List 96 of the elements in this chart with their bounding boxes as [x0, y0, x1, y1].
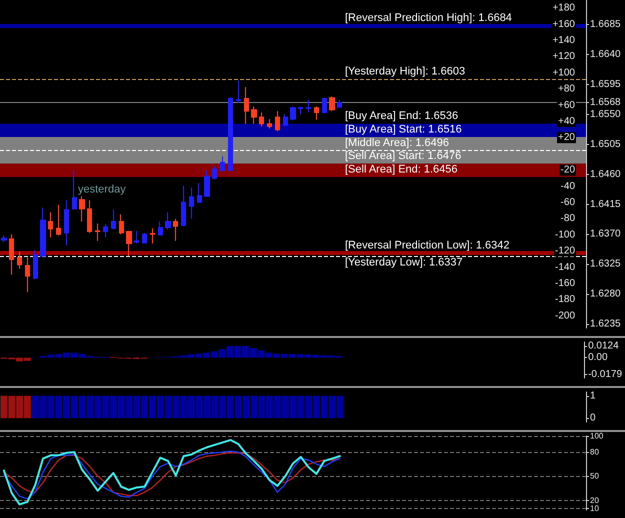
y-tick-label: 100 — [590, 432, 604, 440]
candlestick — [228, 96, 233, 172]
annotation: [Sell Area] End: 1.6456 — [345, 163, 458, 176]
candlestick — [165, 212, 171, 230]
line-series — [2, 439, 341, 506]
y2-tick-label: -140 — [554, 262, 576, 273]
y2-tick-label: +160 — [552, 18, 576, 30]
candlestick — [236, 80, 241, 104]
y2-tick-label: +40 — [558, 116, 576, 127]
candlestick — [150, 228, 155, 244]
candlestick — [322, 97, 327, 114]
candlestick — [337, 99, 342, 108]
y-tick-label: 1.6370 — [590, 228, 622, 240]
candlestick — [212, 165, 217, 180]
y-tick-label: 1.6550 — [590, 108, 622, 120]
candlestick — [204, 170, 210, 198]
annotation: yesterday — [78, 184, 126, 196]
y-tick-label: 0.00 — [588, 352, 608, 364]
y-tick-label: 1.6415 — [590, 198, 622, 210]
candlestick — [251, 106, 257, 124]
candlestick — [103, 224, 108, 238]
y-tick-label: 1.6280 — [590, 288, 622, 300]
candlestick — [220, 156, 225, 172]
candlestick — [40, 207, 46, 258]
candlestick — [1, 235, 7, 243]
candlestick — [329, 96, 335, 112]
candlestick — [79, 196, 85, 222]
candlestick — [267, 118, 272, 129]
y2-tick-label: +20 — [558, 132, 576, 144]
y-tick-label: 0.0124 — [588, 340, 620, 352]
annotation: [Buy Area] Start: 1.6516 — [345, 124, 462, 136]
candlestick — [25, 256, 30, 293]
candlestick — [87, 200, 92, 234]
candlestick — [126, 230, 132, 257]
candlestick — [111, 209, 116, 230]
candlestick — [33, 250, 38, 280]
y2-tick-label: -80 — [560, 213, 576, 224]
y2-tick-label: +120 — [552, 51, 576, 62]
candlestick — [119, 214, 124, 235]
y-tick-label: 1.6595 — [590, 78, 622, 90]
ref-line-label: [Reversal Prediction High]: 1.6684 — [345, 12, 512, 24]
y-tick-label: 1.6568 — [590, 96, 622, 108]
candlestick — [173, 218, 178, 242]
candlestick — [275, 110, 280, 132]
candlestick — [158, 221, 163, 236]
annotation: [Sell Area] Start: 1.6476 — [345, 150, 462, 162]
ref-line-label: [Yesterday High]: 1.6603 — [345, 66, 466, 78]
y-tick-label: 1.6460 — [590, 168, 622, 180]
ref-line-label: [Yesterday Low]: 1.6337 — [345, 256, 463, 269]
candlestick — [298, 106, 303, 115]
candlestick — [142, 232, 147, 244]
y2-tick-label: +140 — [552, 34, 576, 46]
y2-tick-label: +100 — [552, 67, 576, 78]
y-tick-label: 0 — [590, 412, 596, 424]
y-tick-label: 1.6505 — [590, 138, 622, 150]
y-tick-label: 1.6685 — [590, 19, 622, 30]
candlestick — [64, 200, 69, 246]
candlestick — [9, 234, 14, 276]
y2-tick-label: -100 — [554, 229, 576, 240]
y2-tick-label: -60 — [560, 196, 576, 208]
y2-tick-label: +180 — [552, 2, 576, 14]
y2-tick-label: -120 — [554, 246, 576, 257]
y2-tick-label: -180 — [554, 294, 576, 306]
y-tick-label: 20 — [590, 496, 600, 505]
candlestick — [314, 106, 319, 120]
candlestick — [306, 99, 311, 113]
y2-tick-label: -200 — [554, 310, 576, 322]
candlestick — [283, 114, 288, 127]
candlestick — [56, 204, 61, 236]
candlestick — [48, 212, 53, 238]
candlestick — [189, 187, 194, 220]
y2-tick-label: -160 — [554, 278, 576, 289]
y-tick-label: 80 — [590, 448, 600, 457]
candlestick — [181, 185, 186, 227]
candlestick — [72, 170, 77, 210]
candlestick — [290, 106, 296, 121]
annotation: [Buy Area] End: 1.6536 — [345, 110, 458, 122]
y-tick-label: 1.6640 — [590, 49, 622, 60]
y2-tick-label: -40 — [560, 180, 576, 192]
y-tick-label: -0.0179 — [588, 369, 622, 380]
y-tick-label: 50 — [590, 472, 600, 481]
candlestick — [17, 250, 22, 270]
y-tick-label: 1.6235 — [590, 318, 622, 330]
ref-line-label: [Middle Area]: 1.6496 — [345, 136, 449, 149]
y-tick-label: 10 — [590, 504, 600, 513]
y-tick-label: 1 — [590, 390, 596, 402]
ref-line-label: [Reversal Prediction Low]: 1.6342 — [345, 239, 510, 252]
candlestick — [244, 86, 249, 124]
y-tick-label: 1.6325 — [590, 258, 622, 270]
y2-tick-label: -20 — [560, 164, 576, 176]
candlestick — [134, 230, 139, 244]
y2-tick-label: +80 — [558, 84, 576, 95]
candlestick — [95, 223, 100, 242]
candlestick — [197, 182, 202, 204]
candlestick — [259, 112, 264, 127]
y2-tick-label: +60 — [558, 100, 576, 111]
